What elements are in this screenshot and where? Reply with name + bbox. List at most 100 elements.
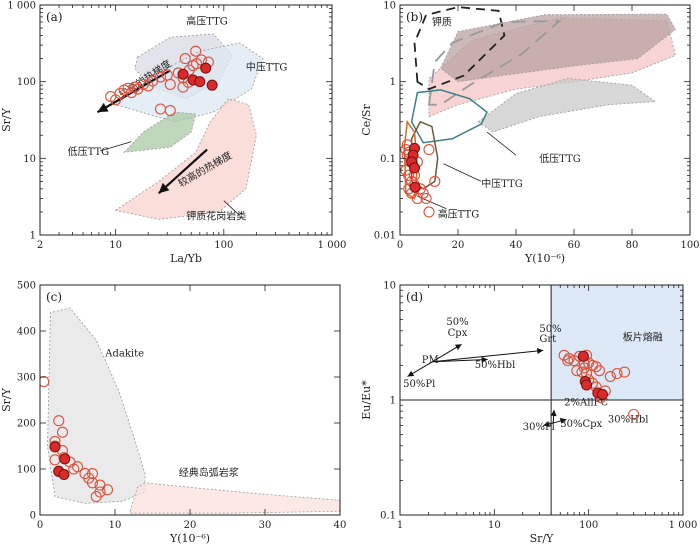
y-axis-label: Ce/Sr <box>360 104 373 136</box>
x-tick-label: 40 <box>510 240 523 251</box>
x-axis-label: La/Yb <box>170 252 202 265</box>
arrow-line <box>157 148 208 195</box>
field-label: 50% <box>446 317 468 328</box>
field-label: 30%Pl <box>523 422 555 433</box>
y-axis-label: Sr/Y <box>0 387 13 412</box>
field-label: 30%Cpx <box>560 419 602 430</box>
sample-point-filled <box>49 441 61 453</box>
x-axis-label: Y(10⁻⁶) <box>169 532 210 545</box>
plot-frame <box>399 4 691 236</box>
sample-point-filled <box>206 79 218 91</box>
sample-point-open <box>164 78 176 90</box>
sample-point-filled <box>194 76 206 88</box>
x-tick-label: 0 <box>397 240 403 251</box>
sample-point-open <box>90 491 102 503</box>
panel-letter: (b) <box>406 10 423 24</box>
plot-frame <box>39 4 333 236</box>
sample-point-open <box>563 352 575 364</box>
field-label: 低压TTG <box>68 145 110 158</box>
arrow-head <box>454 344 462 350</box>
y-tick-label: 1 <box>390 396 396 407</box>
y-tick-label: 200 <box>17 419 36 430</box>
field-a-2 <box>123 111 197 153</box>
sample-point-filled <box>200 62 212 74</box>
sample-point-open <box>101 484 114 496</box>
sample-point-filled <box>577 350 589 362</box>
sample-point-filled <box>409 181 421 193</box>
arrow-head <box>407 370 415 377</box>
field-label: 板片熔融 <box>623 330 663 343</box>
y-tick-label: 0.1 <box>380 154 396 165</box>
sample-point-open <box>86 477 99 489</box>
field-label: 高压TTG <box>438 207 480 220</box>
sample-point-open <box>114 87 126 100</box>
y-tick-label: 1 <box>30 231 36 242</box>
field-label: 中压TTG <box>246 60 288 73</box>
x-tick-label: 80 <box>626 240 639 251</box>
x-tick-label: 10 <box>109 520 122 531</box>
x-tick-label: 100 <box>214 240 233 251</box>
x-tick-label: 2 <box>37 240 43 251</box>
panel-letter: (c) <box>46 290 62 304</box>
sample-point-open <box>164 105 176 117</box>
leader-line <box>486 131 517 156</box>
sample-point-filled <box>596 388 608 400</box>
arrow-line <box>432 349 544 363</box>
field-label: 钾质花岗岩类 <box>186 209 246 222</box>
y-axis-label: Eu/Eu* <box>360 380 373 420</box>
sample-point-open <box>137 78 149 90</box>
x-tick-label: 10 <box>109 240 122 251</box>
leader-line <box>223 200 240 216</box>
x-tick-label: 30 <box>259 520 272 531</box>
x-tick-label: 0 <box>37 520 43 531</box>
sample-point-open <box>56 426 69 438</box>
arrow-head <box>97 102 109 113</box>
field-label: 50%Pl <box>403 379 435 390</box>
y-tick-label: 500 <box>17 281 36 292</box>
sample-point-open <box>562 355 574 367</box>
y-tick-label: 10 <box>383 281 396 292</box>
leader-line <box>443 163 482 182</box>
field-label: 高压TTG <box>186 14 228 27</box>
field-c-1 <box>129 482 340 514</box>
sample-point-open <box>423 144 435 156</box>
sample-point-open <box>129 81 141 93</box>
arrow-head <box>543 421 550 427</box>
sample-point-filled <box>409 162 420 174</box>
y-tick-label: 400 <box>17 327 36 338</box>
sample-point-open <box>628 408 640 420</box>
field-label: 低压TTG <box>539 152 581 165</box>
field-label: 经典岛弧岩浆 <box>179 466 239 479</box>
x-axis-label: Sr/Y <box>530 532 555 545</box>
outline-b-1 <box>427 19 562 106</box>
sample-point-open <box>179 53 191 65</box>
field-label: 50% <box>539 324 561 335</box>
x-tick-label: 1 000 <box>669 520 698 531</box>
field-c-0 <box>47 307 146 504</box>
field-label: 50%Hbl <box>475 360 516 371</box>
field-label: 中压TTG <box>481 177 523 190</box>
panel-letter: (a) <box>46 10 63 24</box>
x-tick-label: 20 <box>184 520 197 531</box>
field-label: 钾质 <box>432 16 452 29</box>
y-tick-label: 100 <box>17 465 36 476</box>
sample-point-open <box>593 365 605 377</box>
arrow-head <box>559 418 567 424</box>
field-label: Adakite <box>104 348 144 359</box>
sample-point-open <box>420 192 432 204</box>
field-label: PM <box>422 355 439 366</box>
x-tick-label: 60 <box>568 240 581 251</box>
x-axis-label: Y(10⁻⁶) <box>524 252 565 265</box>
x-tick-label: 10 <box>488 520 501 531</box>
sample-point-open <box>190 45 202 57</box>
x-tick-label: 100 <box>680 240 699 251</box>
y-tick-label: 0 <box>30 511 36 522</box>
sample-point-open <box>604 370 616 383</box>
